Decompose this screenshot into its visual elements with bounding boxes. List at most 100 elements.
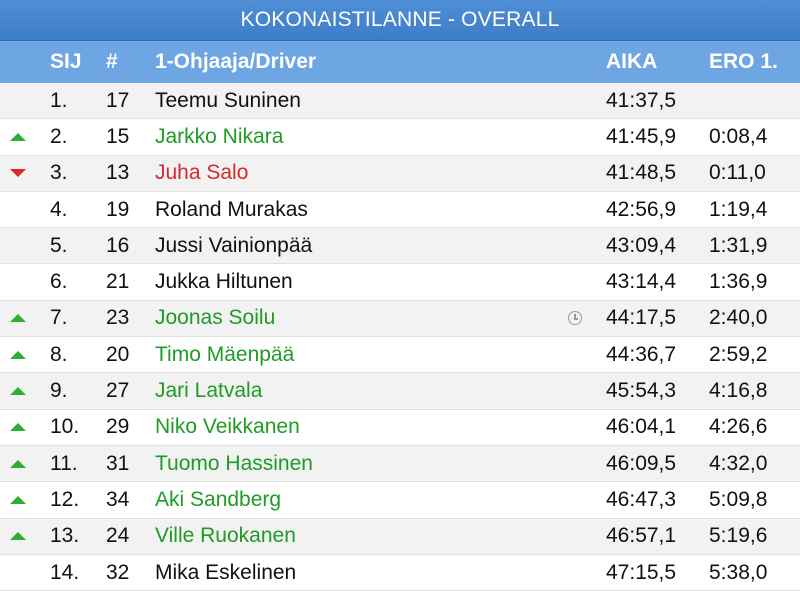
position-cell: 13. <box>50 524 80 548</box>
table-row[interactable]: 9. 27 Jari Latvala 45:54,3 4:16,8 <box>0 373 800 410</box>
driver-name: Tuomo Hassinen <box>155 451 313 475</box>
position-cell: 14. <box>50 560 80 584</box>
difference-cell: 4:32,0 <box>709 451 768 475</box>
time-cell: 46:57,1 <box>606 524 677 548</box>
time-cell: 46:09,5 <box>606 451 677 475</box>
trend-up-icon <box>10 482 34 517</box>
time-cell: 47:15,5 <box>606 560 677 584</box>
position-cell: 8. <box>50 342 68 366</box>
trend-none <box>10 228 34 263</box>
difference-cell: 2:59,2 <box>709 342 768 366</box>
driver-name: Jussi Vainionpää <box>155 233 313 257</box>
difference-cell: 5:09,8 <box>709 487 768 511</box>
time-cell: 43:09,4 <box>606 233 677 257</box>
results-table: 1. 17 Teemu Suninen 41:37,5 2. 15 Jarkko Nikar… <box>0 83 800 591</box>
driver-name: Teemu Suninen <box>155 88 301 112</box>
difference-cell: 2:40,0 <box>709 306 768 330</box>
trend-up-icon <box>10 410 34 445</box>
difference-cell: 1:36,9 <box>709 270 768 294</box>
number-cell: 34 <box>106 487 130 511</box>
number-cell: 21 <box>106 270 130 294</box>
trend-none <box>10 192 34 227</box>
position-cell: 7. <box>50 306 68 330</box>
difference-cell: 1:31,9 <box>709 233 768 257</box>
time-cell: 44:17,5 <box>606 306 677 330</box>
driver-name: Roland Murakas <box>155 197 308 221</box>
position-cell: 4. <box>50 197 68 221</box>
difference-cell: 0:11,0 <box>709 161 766 185</box>
trend-up-icon <box>10 337 34 372</box>
table-row[interactable]: 11. 31 Tuomo Hassinen 46:09,5 4:32,0 <box>0 445 800 483</box>
table-row[interactable]: 7. 23 Joonas Soilu 44:17,5 2:40,0 <box>0 300 800 338</box>
header-driver: 1-Ohjaaja/Driver <box>155 50 317 73</box>
driver-name: Timo Mäenpää <box>155 342 295 366</box>
table-row[interactable]: 8. 20 Timo Mäenpää 44:36,7 2:59,2 <box>0 337 800 374</box>
table-row[interactable]: 12. 34 Aki Sandberg 46:47,3 5:09,8 <box>0 482 800 519</box>
driver-name: Jarkko Nikara <box>155 124 284 148</box>
driver-name: Juha Salo <box>155 161 249 185</box>
number-cell: 13 <box>106 161 130 185</box>
table-row[interactable]: 1. 17 Teemu Suninen 41:37,5 <box>0 83 800 120</box>
driver-name: Ville Ruokanen <box>155 524 296 548</box>
trend-up-icon <box>10 446 34 481</box>
driver-name: Mika Eskelinen <box>155 560 297 584</box>
trend-none <box>10 83 34 118</box>
clock-icon[interactable] <box>565 301 587 336</box>
driver-name: Joonas Soilu <box>155 306 276 330</box>
difference-cell: 1:19,4 <box>709 197 768 221</box>
position-cell: 11. <box>50 451 78 475</box>
position-cell: 10. <box>50 415 80 439</box>
position-cell: 2. <box>50 124 68 148</box>
table-row[interactable]: 4. 19 Roland Murakas 42:56,9 1:19,4 <box>0 192 800 229</box>
table-row[interactable]: 10. 29 Niko Veikkanen 46:04,1 4:26,6 <box>0 410 800 446</box>
number-cell: 27 <box>106 379 130 403</box>
difference-cell: 5:38,0 <box>709 560 768 584</box>
header-difference: ERO 1. <box>709 50 778 73</box>
table-row[interactable]: 2. 15 Jarkko Nikara 41:45,9 0:08,4 <box>0 119 800 156</box>
table-row[interactable]: 13. 24 Ville Ruokanen 46:57,1 5:19,6 <box>0 518 800 555</box>
position-cell: 9. <box>50 379 68 403</box>
number-cell: 31 <box>106 451 130 475</box>
difference-cell: 4:26,6 <box>709 415 768 439</box>
header-number: # <box>106 50 118 73</box>
position-cell: 6. <box>50 270 68 294</box>
time-cell: 41:37,5 <box>606 88 677 112</box>
position-cell: 3. <box>50 161 68 185</box>
driver-name: Niko Veikkanen <box>155 415 300 439</box>
time-cell: 41:45,9 <box>606 124 677 148</box>
number-cell: 24 <box>106 524 130 548</box>
trend-none <box>10 555 34 590</box>
trend-up-icon <box>10 519 34 554</box>
time-cell: 45:54,3 <box>606 379 677 403</box>
time-cell: 42:56,9 <box>606 197 677 221</box>
table-row[interactable]: 14. 32 Mika Eskelinen 47:15,5 5:38,0 <box>0 555 800 591</box>
time-cell: 41:48,5 <box>606 161 677 185</box>
table-header: SIJ # 1-Ohjaaja/Driver AIKA ERO 1. <box>0 41 800 83</box>
time-cell: 46:47,3 <box>606 487 677 511</box>
position-cell: 12. <box>50 487 80 511</box>
header-time: AIKA <box>606 50 658 73</box>
number-cell: 23 <box>106 306 130 330</box>
header-position: SIJ <box>50 50 82 73</box>
page-title: KOKONAISTILANNE - OVERALL <box>0 0 800 41</box>
number-cell: 17 <box>106 88 130 112</box>
driver-name: Jari Latvala <box>155 379 263 403</box>
time-cell: 43:14,4 <box>606 270 677 294</box>
position-cell: 5. <box>50 233 68 257</box>
trend-up-icon <box>10 301 34 336</box>
table-row[interactable]: 3. 13 Juha Salo 41:48,5 0:11,0 <box>0 155 800 192</box>
difference-cell: 0:08,4 <box>709 124 768 148</box>
trend-down-icon <box>10 156 34 191</box>
table-row[interactable]: 6. 21 Jukka Hiltunen 43:14,4 1:36,9 <box>0 264 800 301</box>
trend-none <box>10 264 34 299</box>
table-row[interactable]: 5. 16 Jussi Vainionpää 43:09,4 1:31,9 <box>0 228 800 265</box>
difference-cell: 5:19,6 <box>709 524 768 548</box>
number-cell: 32 <box>106 560 130 584</box>
driver-name: Aki Sandberg <box>155 487 282 511</box>
driver-name: Jukka Hiltunen <box>155 270 293 294</box>
time-cell: 46:04,1 <box>606 415 677 439</box>
difference-cell: 4:16,8 <box>709 379 768 403</box>
number-cell: 19 <box>106 197 130 221</box>
trend-up-icon <box>10 119 34 154</box>
number-cell: 20 <box>106 342 130 366</box>
